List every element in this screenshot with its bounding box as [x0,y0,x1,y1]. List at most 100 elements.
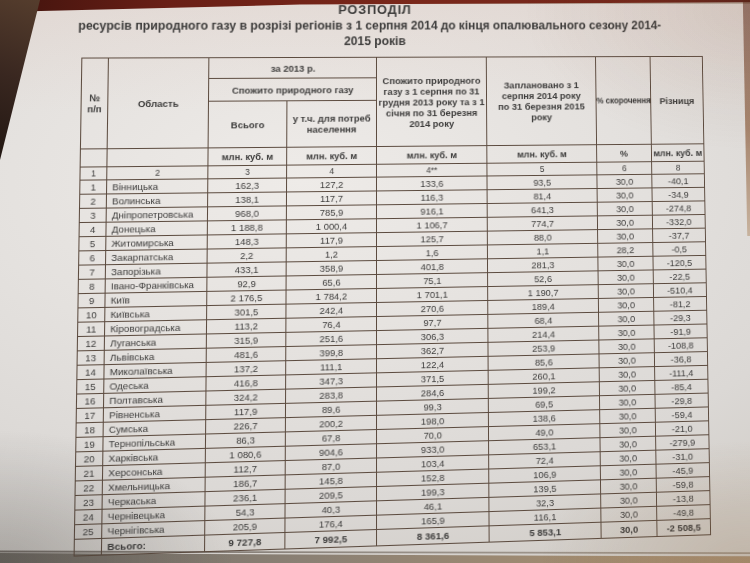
units-cell: млн. куб. м [208,147,287,166]
region-name: Закарпатська [106,249,208,265]
value-cell: 30,0 [598,229,653,243]
photo-of-document: РОЗПОДІЛ ресурсів природного газу в розр… [0,0,750,563]
colnum-cell: 6 [597,162,652,175]
value-cell: -22,5 [653,269,706,284]
row-number: 5 [79,236,106,251]
value-cell: 785,9 [286,205,376,220]
document-title: РОЗПОДІЛ ресурсів природного газу в розр… [53,2,685,50]
value-cell: 968,0 [207,206,286,221]
title-line-2: ресурсів природного газу в розрізі регіо… [53,18,684,34]
value-cell: 30,0 [600,408,656,423]
header-consumed-2014: Спожито природного газу з 1 серпня по 31… [376,57,486,147]
total-num-cell [74,538,102,556]
row-number: 12 [77,336,104,351]
value-cell: -29,3 [654,310,707,325]
row-number: 7 [78,265,105,280]
value-cell: 30,0 [598,256,653,271]
row-number: 17 [76,408,103,423]
value-cell: 65,6 [286,274,376,290]
value-cell: 138,1 [208,192,287,207]
value-cell: -111,4 [655,365,708,380]
value-cell: 93,5 [487,175,597,190]
value-cell: 30,0 [600,422,656,437]
value-cell: 116,3 [376,190,487,205]
value-cell: -21,0 [655,421,708,436]
title-line-1: РОЗПОДІЛ [53,2,684,18]
value-cell: 30,0 [599,380,655,395]
total-value: 9 727,8 [205,532,285,551]
value-cell: 2,2 [207,248,286,263]
header-num: № п/п [80,58,108,149]
value-cell: -59,4 [655,407,708,422]
row-number: 4 [79,222,106,237]
row-number: 25 [74,524,101,539]
value-cell: -31,0 [656,449,710,464]
header-pct: % скорочення [596,57,652,145]
row-number: 14 [77,365,104,380]
value-cell: 30,0 [598,270,653,285]
value-cell: 30,0 [599,311,654,326]
value-cell: 30,0 [597,188,652,202]
total-value: 5 853,1 [489,522,601,542]
row-number: 13 [77,350,104,365]
value-cell: -37,7 [653,228,706,242]
row-number: 16 [76,393,103,408]
gas-distribution-table: № п/п Область за 2013 р. Спожито природн… [74,56,712,557]
value-cell: -279,9 [656,435,710,450]
row-number: 23 [75,495,102,510]
header-group-consumed: Спожито природного газу [208,78,376,101]
header-group-2013: за 2013 р. [209,57,377,78]
value-cell: -40,1 [652,174,705,188]
value-cell: -274,8 [652,201,705,215]
title-line-3: 2015 років [53,33,685,50]
colnum-cell: 2 [107,166,208,180]
header-planned: Заплановано з 1 серпня 2014 року по 31 б… [486,57,596,146]
value-cell: 148,3 [207,234,286,249]
value-cell: -34,9 [652,187,705,201]
units-cell: млн. куб. м [651,144,704,162]
header-total: Всього [208,101,287,148]
row-number: 8 [78,279,105,294]
row-number: 3 [79,208,106,222]
region-name: Волинська [106,193,207,208]
value-cell: 81,4 [487,189,597,204]
total-value: 30,0 [601,520,657,538]
value-cell: 162,3 [208,178,287,193]
value-cell: 1 188,8 [207,220,286,235]
region-name: Житомирська [106,235,208,251]
region-name: Вінницька [107,179,208,194]
value-cell: 30,0 [597,215,652,229]
value-cell: 30,0 [597,174,652,188]
value-cell: -510,4 [653,283,706,298]
colnum-cell: 4 [287,164,377,178]
total-value: 7 992,5 [285,530,377,549]
row-number: 22 [75,480,102,495]
value-cell: -120,5 [653,255,706,270]
value-cell: -85,4 [655,379,708,394]
units-cell: % [597,144,652,162]
value-cell: 92,9 [207,276,286,291]
row-number: 19 [76,437,103,452]
value-cell: 30,0 [599,325,654,340]
value-cell: 301,5 [207,304,286,320]
value-cell: 127,2 [287,177,377,192]
value-cell: 641,3 [487,202,597,217]
value-cell: -91,9 [654,324,707,339]
units-cell: млн. куб. м [487,145,597,164]
units-cell [80,149,107,167]
row-number: 6 [79,251,106,266]
units-cell [107,148,208,167]
header-population: у т.ч. для потреб населення [287,100,377,147]
value-cell: 916,1 [376,204,487,219]
row-number: 24 [75,509,102,524]
value-cell: 1,2 [286,247,376,262]
row-number: 2 [79,194,106,208]
total-value: -2 508,5 [657,519,711,537]
row-number: 11 [78,322,105,337]
value-cell: 30,0 [599,339,655,354]
value-cell: 30,0 [598,284,653,299]
value-cell: 30,0 [599,367,655,382]
region-name: Донецька [106,221,208,236]
value-cell: 117,9 [286,233,376,248]
value-cell: -332,0 [652,214,705,228]
